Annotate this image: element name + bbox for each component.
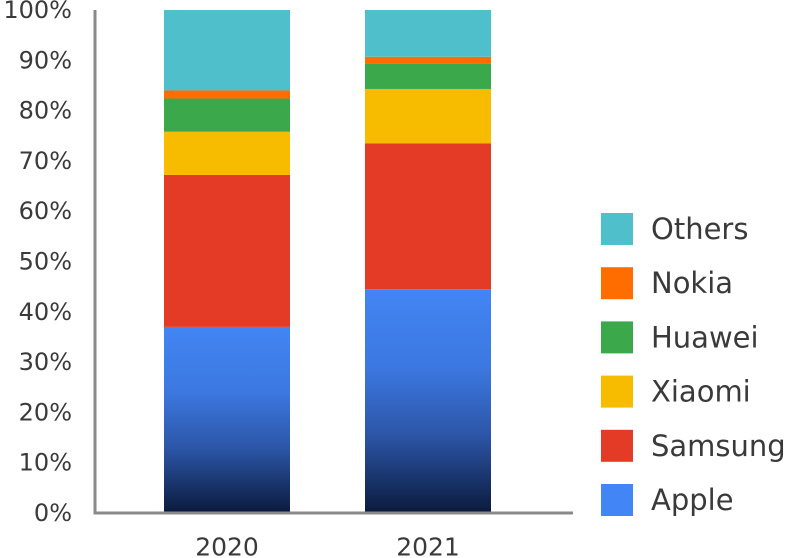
bar-stacks [164,10,491,513]
y-axis-tick-labels: 0% 10% 20% 30% 40% 50% 60% 70% 80% 90% 100% [3,0,72,527]
y-tick-label: 80% [19,97,72,125]
bar-segment-huawei-2021 [365,63,491,89]
y-tick-label: 20% [19,398,72,426]
bar-segment-nokia-2021 [365,56,491,64]
legend-swatch-nokia [601,267,633,300]
y-tick-label: 60% [19,197,72,225]
legend-label-xiaomi: Xiaomi [651,375,751,409]
y-tick-label: 0% [34,499,72,527]
y-tick-label: 40% [19,298,72,326]
bar-segment-samsung-2020 [164,174,290,327]
bar-segment-apple-2020 [164,326,290,513]
bar-segment-others-2020 [164,10,290,91]
bar-segment-xiaomi-2021 [365,88,491,144]
legend-swatch-apple [601,484,633,516]
legend-label-nokia: Nokia [651,266,733,300]
y-tick-label: 70% [19,147,72,175]
legend-label-others: Others [651,212,748,246]
x-axis-category-labels: 2020 2021 [195,533,460,558]
bar-segment-samsung-2021 [365,143,491,290]
y-tick-label: 50% [19,248,72,276]
bar-segment-xiaomi-2020 [164,131,290,175]
bar-segment-apple-2021 [365,289,491,513]
legend-swatch-xiaomi [601,375,633,408]
bar-segment-huawei-2020 [164,98,290,132]
legend-label-apple: Apple [651,483,734,517]
bar-segment-nokia-2020 [164,90,290,99]
legend-swatch-huawei [601,321,633,354]
y-tick-label: 10% [19,449,72,477]
bar-segment-others-2021 [365,10,491,57]
x-tick-label: 2020 [195,533,259,558]
legend-label-samsung: Samsung [651,429,786,463]
legend-label-huawei: Huawei [651,320,759,354]
x-tick-label: 2021 [396,533,460,558]
y-tick-label: 90% [19,46,72,74]
legend-swatch-others [601,213,633,245]
legend: Others Nokia Huawei Xiaomi Samsung Apple [601,212,786,517]
y-tick-label: 100% [3,0,72,24]
legend-swatch-samsung [601,429,633,462]
y-tick-label: 30% [19,348,72,376]
